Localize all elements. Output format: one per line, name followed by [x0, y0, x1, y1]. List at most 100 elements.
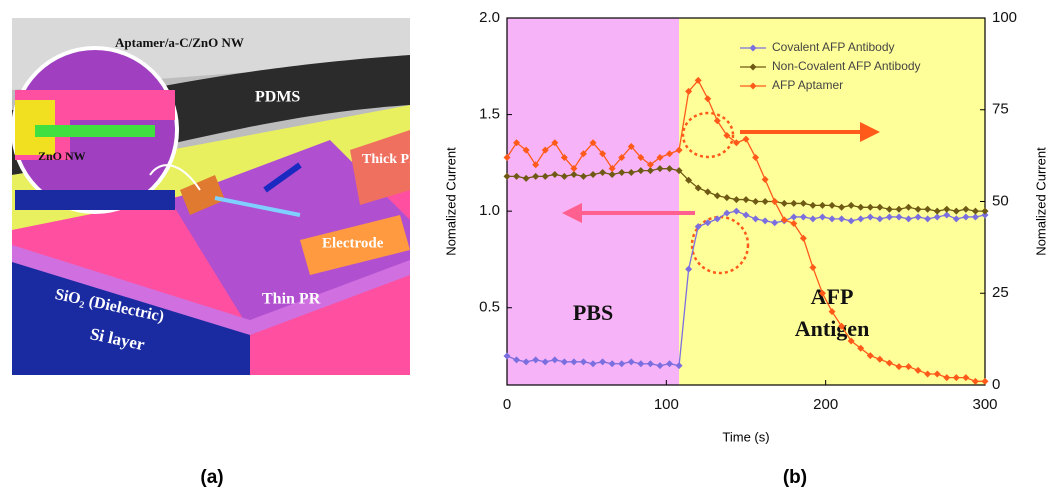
schematic-label: Thin PR	[262, 291, 321, 308]
data-point	[599, 150, 607, 158]
data-point	[608, 170, 616, 178]
data-point	[513, 356, 521, 364]
x-tick-label: 0	[503, 396, 511, 413]
data-point	[933, 207, 941, 215]
data-point	[828, 215, 836, 223]
schematic-label: ZnO NW	[38, 149, 86, 163]
data-point	[981, 207, 989, 215]
y2-tick-label: 50	[992, 192, 1009, 209]
data-point	[895, 363, 903, 371]
data-point	[579, 150, 587, 158]
legend-label: Covalent AFP Antibody	[772, 40, 895, 54]
data-point	[943, 211, 951, 219]
data-point	[589, 360, 597, 368]
data-point	[532, 161, 540, 169]
data-point	[761, 175, 769, 183]
annotation-arrow	[860, 122, 880, 142]
data-point	[933, 370, 941, 378]
data-point	[962, 374, 970, 382]
flow-arrow	[263, 162, 302, 193]
legend-label: AFP Aptamer	[772, 78, 843, 92]
data-point	[599, 358, 607, 366]
data-point	[541, 172, 549, 180]
x-axis-title: Time (s)	[722, 429, 769, 444]
data-point	[666, 360, 674, 368]
data-point	[694, 223, 702, 231]
data-point	[685, 176, 693, 184]
schematic-label: Electrode	[322, 235, 384, 251]
data-point	[790, 213, 798, 221]
data-point	[694, 76, 702, 84]
data-point	[503, 352, 511, 360]
data-point	[962, 205, 970, 213]
data-point	[742, 135, 750, 143]
data-point	[513, 172, 521, 180]
data-point	[742, 196, 750, 204]
nanowire	[214, 196, 301, 217]
data-point	[675, 146, 683, 154]
data-point	[637, 167, 645, 175]
data-point	[809, 201, 817, 209]
data-point	[847, 217, 855, 225]
data-point	[732, 207, 740, 215]
y2-tick-label: 25	[992, 284, 1009, 301]
y-tick-label: 1.5	[479, 106, 500, 123]
data-point	[895, 205, 903, 213]
data-point	[675, 362, 683, 370]
data-point	[541, 358, 549, 366]
data-point	[971, 377, 979, 385]
inset-nw	[35, 125, 155, 137]
data-point	[551, 356, 559, 364]
data-point	[924, 215, 932, 223]
data-point	[560, 153, 568, 161]
data-point	[685, 87, 693, 95]
data-point	[570, 170, 578, 178]
data-point	[838, 322, 846, 330]
data-point	[637, 360, 645, 368]
x-tick-label: 300	[972, 396, 997, 413]
data-point	[943, 205, 951, 213]
data-point	[885, 213, 893, 221]
data-point	[541, 146, 549, 154]
data-point	[742, 211, 750, 219]
data-point	[981, 211, 989, 219]
data-point	[761, 198, 769, 205]
data-point	[599, 169, 607, 177]
data-point	[589, 170, 597, 178]
data-point	[952, 374, 960, 382]
legend-marker	[749, 82, 757, 90]
data-point	[579, 172, 587, 180]
data-point	[752, 153, 760, 161]
data-point	[914, 205, 922, 213]
data-point	[666, 150, 674, 158]
data-point	[857, 203, 865, 211]
data-point	[809, 264, 817, 272]
data-point	[828, 201, 836, 209]
y2-tick-label: 75	[992, 101, 1009, 118]
data-point	[532, 356, 540, 364]
data-point	[780, 199, 788, 207]
data-point	[752, 215, 760, 223]
data-point	[570, 358, 578, 366]
data-point	[637, 153, 645, 161]
data-point	[732, 196, 740, 204]
si-layer	[12, 255, 250, 375]
data-point	[952, 215, 960, 223]
data-point	[876, 215, 884, 223]
data-point	[885, 205, 893, 213]
data-point	[532, 172, 540, 180]
thick-pr	[350, 130, 410, 205]
data-point	[809, 215, 817, 223]
data-point	[799, 213, 807, 221]
data-point	[962, 213, 970, 221]
sio2-stripe	[12, 245, 410, 335]
data-point	[857, 215, 865, 223]
y2-tick-label: 100	[992, 9, 1017, 26]
data-point	[857, 344, 865, 352]
data-point	[618, 360, 626, 368]
data-point	[503, 153, 511, 161]
annotation-circle	[681, 111, 735, 159]
data-point	[818, 289, 826, 297]
data-point	[646, 360, 654, 368]
data-point	[560, 172, 568, 180]
